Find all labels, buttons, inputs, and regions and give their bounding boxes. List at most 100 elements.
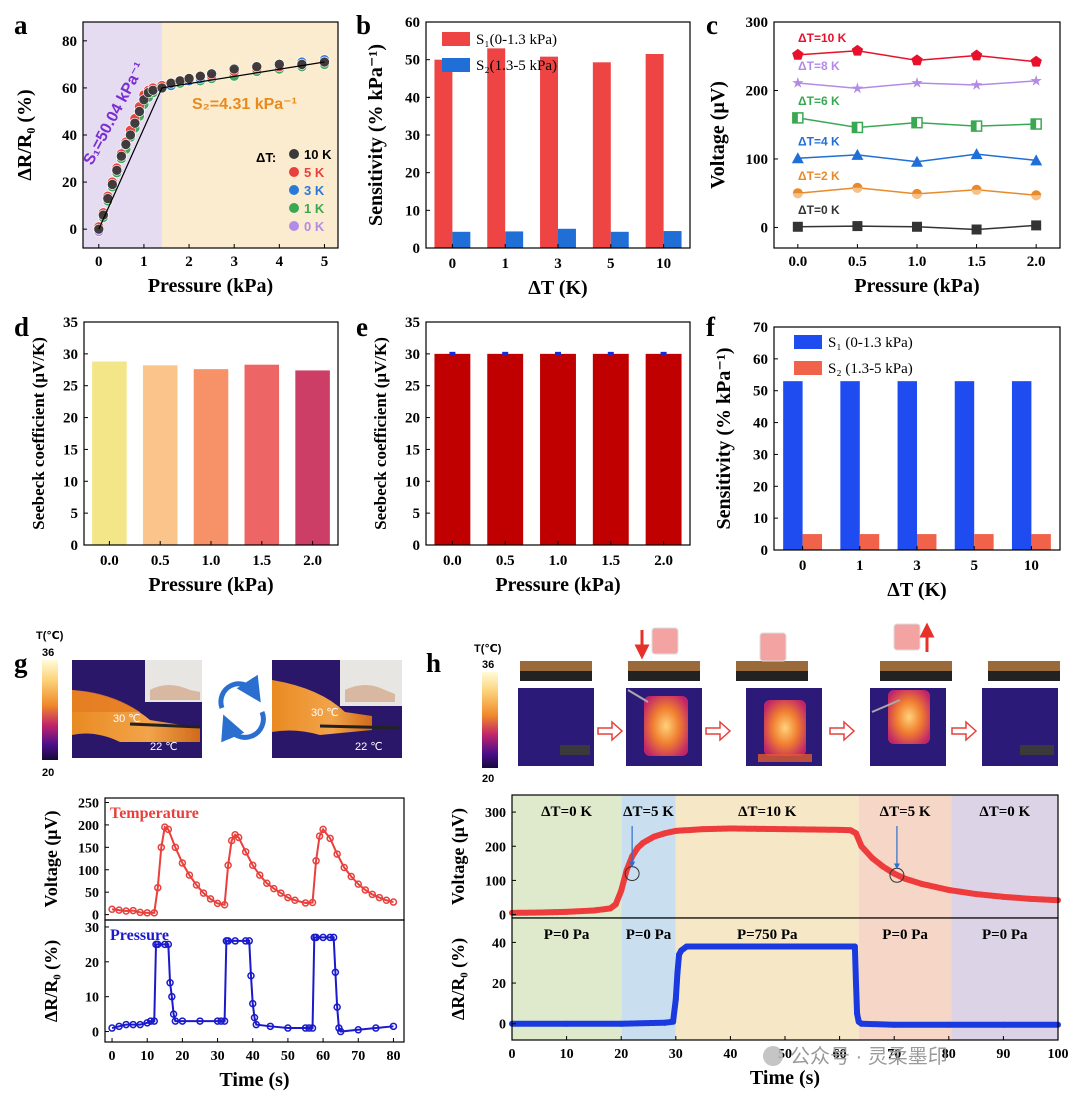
- d-xtick-label: 1.0: [202, 553, 221, 569]
- h-ir-image-1: [518, 688, 594, 766]
- chart-a: 0 20 40 60 80 0 1 2 3 4 5 Pressure (kPa) ΔR/R₀ (%) 10…: [14, 21, 339, 297]
- a-legend-label: 1 K: [304, 201, 325, 216]
- c-point: [851, 44, 864, 56]
- g_bottom-point: [108, 1024, 116, 1032]
- b-legend-label: S₁(0-1.3 kPa): [476, 32, 557, 48]
- b-ytick-label: 50: [405, 53, 420, 69]
- h_bottom-region-label: P=0 Pa: [982, 927, 1028, 943]
- h_top-ytick-label: 100: [485, 874, 506, 889]
- g_top-point: [185, 871, 194, 879]
- g_top-point: [308, 898, 317, 907]
- flow-arrow-icon-1: [597, 720, 624, 742]
- g_top-point: [171, 843, 180, 852]
- e-xtick-label: 0.5: [496, 553, 515, 569]
- a-point-10K: [120, 139, 132, 150]
- h_bottom-xlabel: Time (s): [750, 1067, 820, 1089]
- h_top-point: [836, 826, 843, 833]
- d-ytick-label: 35: [63, 315, 78, 331]
- g-colorbar: [42, 660, 58, 760]
- g_top-point: [108, 905, 116, 913]
- g_bottom-point: [224, 937, 232, 945]
- h_top-point: [623, 867, 630, 874]
- g_top-point: [375, 893, 384, 902]
- h_bottom-point: [836, 943, 843, 950]
- g_top-point: [241, 848, 250, 856]
- b-bar-1: [487, 48, 506, 248]
- e-error-bar: [607, 351, 614, 356]
- c-series-label: ΔT=8 K: [798, 59, 840, 73]
- h_bottom-xtick-label: 80: [942, 1047, 956, 1062]
- e-xtick-label: 1.5: [601, 553, 620, 569]
- b-xtick-label: 0: [449, 256, 457, 272]
- c-point: [1030, 74, 1042, 86]
- b-xlabel: ΔT (K): [528, 277, 587, 299]
- device-board-3: [736, 661, 808, 681]
- h-ir-image-3: [746, 688, 822, 766]
- g_bottom-point: [336, 1027, 345, 1036]
- h_top-point: [869, 855, 876, 862]
- e-bar: [540, 353, 576, 545]
- g_bottom-ylabel: ΔR/R₀ (%): [41, 940, 62, 1022]
- panel-letter-e: e: [356, 312, 368, 342]
- d-ytick-label: 15: [63, 442, 78, 458]
- c-point: [970, 148, 983, 160]
- h_top-point: [672, 827, 679, 834]
- h_top-point: [809, 826, 816, 833]
- h_bottom-point: [674, 969, 681, 976]
- c-xtick-label: 2.0: [1027, 254, 1046, 270]
- f-ytick-label: 50: [753, 384, 768, 400]
- g-temp-cold-1: 22 ℃: [150, 741, 178, 753]
- c-ylabel: Voltage (μV): [707, 81, 729, 189]
- g_top-ytick-label: 50: [85, 886, 99, 901]
- g_top-point: [312, 857, 320, 865]
- a-ylabel: ΔR/R₀ (%): [14, 89, 36, 180]
- h_top-point: [640, 839, 647, 846]
- device-board-5: [988, 661, 1060, 681]
- c-point: [911, 155, 923, 167]
- a-point-10K: [116, 150, 127, 162]
- h_top-point: [782, 826, 788, 833]
- g_bottom-point: [245, 937, 253, 945]
- c-point: [1030, 55, 1042, 67]
- f-bar-2: [974, 534, 994, 550]
- device-board-1: [520, 661, 592, 681]
- f-legend-label: S₁ (0-1.3 kPa): [828, 335, 913, 351]
- c-point: [911, 76, 923, 88]
- h_bottom-region: [858, 918, 952, 1040]
- b-xtick-label: 5: [607, 256, 615, 272]
- c-point: [851, 148, 864, 160]
- a-point-10K: [107, 179, 118, 190]
- f-legend-swatch: [794, 361, 822, 375]
- c-xtick-label: 1.0: [908, 254, 927, 270]
- d-xtick-label: 2.0: [303, 553, 322, 569]
- g_bottom-point: [354, 1026, 363, 1034]
- d-bar: [142, 365, 178, 545]
- e-ytick-label: 0: [413, 538, 421, 554]
- g_top-point: [284, 893, 292, 902]
- f-xtick-label: 10: [1024, 558, 1039, 574]
- h-colorbar-max: 36: [482, 659, 494, 671]
- h-thermal-images: T(℃) 36 20: [474, 622, 1060, 785]
- g_top-point: [256, 871, 264, 879]
- g_bottom-xtick-label: 30: [211, 1049, 225, 1064]
- f-xlabel: ΔT (K): [887, 579, 946, 601]
- h_bottom-point: [670, 1018, 677, 1025]
- c-point-half: [971, 189, 982, 195]
- d-xlabel: Pressure (kPa): [148, 574, 273, 596]
- h_top-point: [918, 880, 925, 887]
- g_bottom-point: [248, 999, 257, 1008]
- e-ytick-label: 25: [405, 379, 420, 395]
- g_top-point: [178, 859, 187, 867]
- c-series-label: ΔT=10 K: [798, 31, 847, 45]
- g_bottom-point: [220, 1017, 229, 1025]
- a-point-10K: [251, 61, 263, 73]
- h_bottom-ytick-label: 0: [499, 1018, 506, 1033]
- g_bottom-xlabel: Time (s): [219, 1069, 289, 1091]
- h_bottom-ytick-label: 40: [492, 936, 506, 951]
- a-s2-annotation: S₂=4.31 kPa⁻¹: [192, 96, 297, 113]
- g_top-point: [213, 899, 222, 908]
- h_top-point: [754, 825, 761, 832]
- c-series-label: ΔT=4 K: [798, 134, 840, 148]
- c-point-fill: [1031, 119, 1037, 130]
